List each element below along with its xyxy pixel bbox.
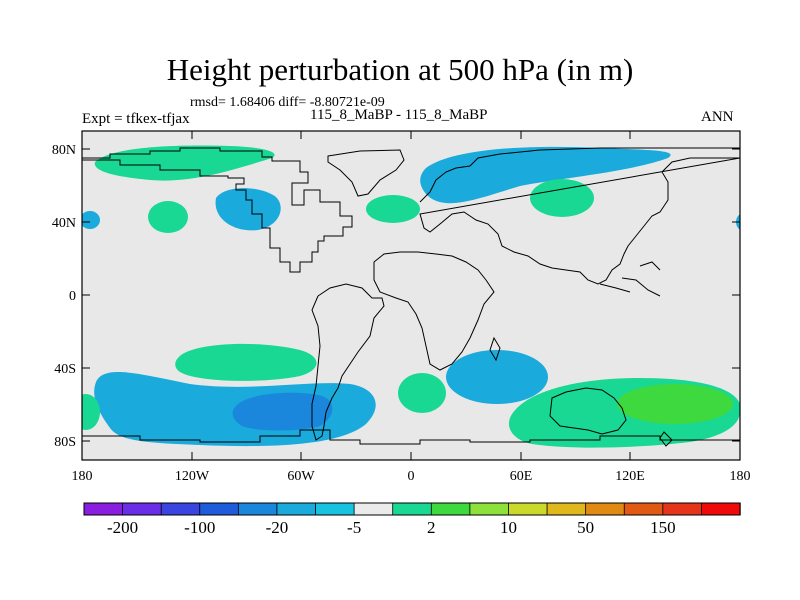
colorbar-swatch bbox=[623, 502, 664, 516]
lon-tick-label: 0 bbox=[408, 469, 415, 484]
coastline-south-america bbox=[311, 283, 385, 441]
colorbar-swatch bbox=[662, 502, 703, 516]
colorbar-swatch bbox=[469, 502, 510, 516]
colorbar-label: 2 bbox=[427, 518, 436, 537]
contour-negative-edge-west bbox=[82, 211, 100, 229]
colorbar-swatch bbox=[276, 502, 317, 516]
colorbar-swatch bbox=[508, 502, 548, 516]
colorbar-swatch bbox=[353, 502, 394, 516]
experiment-label: Expt = tfkex-tfjax bbox=[82, 111, 190, 127]
coastline-australia bbox=[549, 387, 627, 435]
lon-tick-label: 120E bbox=[615, 469, 645, 484]
colorbar-swatch bbox=[199, 502, 240, 516]
colorbar-swatch bbox=[237, 502, 278, 516]
colorbar-swatch bbox=[585, 502, 625, 516]
contour-positive-central-asia bbox=[530, 179, 594, 217]
lon-tick-label: 60E bbox=[510, 469, 533, 484]
colorbar-label: -100 bbox=[184, 518, 215, 537]
contour-positive-south-pacific bbox=[175, 343, 317, 381]
coastline-antarctica bbox=[82, 429, 740, 445]
lat-tick-label: 40S bbox=[54, 362, 76, 377]
colorbar-swatch bbox=[315, 502, 355, 516]
coastlines bbox=[82, 147, 740, 447]
lon-tick-label: 60W bbox=[287, 469, 315, 484]
contour-positive-core bbox=[617, 384, 733, 424]
coastline-madagascar bbox=[489, 336, 501, 362]
colorbar-swatch bbox=[83, 502, 124, 516]
contour-positive-south-atlantic bbox=[398, 373, 446, 413]
lat-tick-label: 80S bbox=[54, 435, 76, 450]
coastline-eurasia bbox=[419, 147, 740, 285]
contour-negative-south-indian bbox=[446, 350, 548, 404]
map-title: Height perturbation at 500 hPa (in m) bbox=[166, 52, 634, 87]
lon-tick-label: 120W bbox=[175, 469, 210, 484]
colorbar-frame bbox=[83, 502, 741, 516]
colorbar-label: -5 bbox=[347, 518, 361, 537]
contour-negative-core bbox=[232, 392, 333, 431]
stats-label: rmsd= 1.68406 diff= -8.80721e-09 bbox=[190, 95, 385, 110]
lon-tick-label: 180 bbox=[730, 469, 751, 484]
colorbar-swatch bbox=[160, 502, 201, 516]
colorbar bbox=[83, 502, 741, 516]
lat-tick-label: 0 bbox=[69, 289, 76, 304]
coastline-north-america bbox=[82, 147, 353, 273]
case-label: 115_8_MaBP - 115_8_MaBP bbox=[310, 107, 488, 123]
colorbar-swatch bbox=[546, 502, 587, 516]
colorbar-label: -20 bbox=[266, 518, 289, 537]
colorbar-swatch bbox=[392, 502, 432, 516]
coastline-greenland bbox=[327, 149, 405, 197]
colorbar-labels: -200 -100 -20 -5 2 10 50 150 bbox=[107, 518, 676, 537]
colorbar-label: 150 bbox=[650, 518, 676, 537]
contour-negative-eurasia-arctic bbox=[420, 146, 671, 204]
colorbar-swatch bbox=[430, 502, 471, 516]
colorbar-swatch bbox=[122, 502, 162, 516]
lat-tick-label: 40N bbox=[52, 216, 76, 231]
coastline-new-zealand bbox=[659, 431, 673, 447]
colorbar-label: -200 bbox=[107, 518, 138, 537]
contour-positive-north-pacific bbox=[148, 201, 188, 233]
coastline-islands bbox=[599, 261, 661, 297]
season-label: ANN bbox=[701, 109, 734, 125]
contour-positive-edge-south bbox=[82, 394, 100, 430]
colorbar-swatch bbox=[701, 502, 741, 516]
colorbar-label: 10 bbox=[500, 518, 517, 537]
contour-positive-north-atlantic bbox=[366, 195, 420, 223]
contour-fills bbox=[82, 145, 740, 448]
lat-tick-label: 80N bbox=[52, 143, 76, 158]
lon-tick-label: 180 bbox=[72, 469, 93, 484]
contour-negative-north-america bbox=[215, 188, 281, 231]
colorbar-label: 50 bbox=[577, 518, 594, 537]
coastline-africa bbox=[373, 251, 495, 371]
tick-marks bbox=[81, 131, 741, 460]
